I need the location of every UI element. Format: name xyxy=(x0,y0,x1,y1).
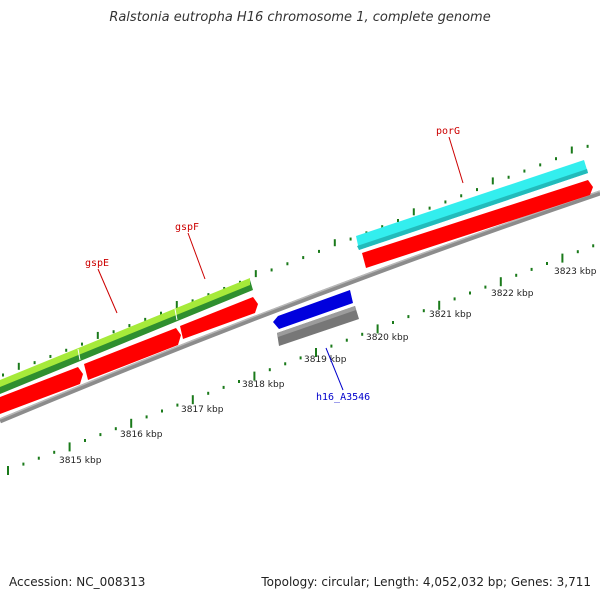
scale-label: 3823 kbp xyxy=(554,267,597,277)
accession-label: Accession: NC_008313 xyxy=(9,575,146,589)
gene-bar-divider xyxy=(174,308,178,321)
scale-label: 3815 kbp xyxy=(59,456,102,466)
cds-arrow-1 xyxy=(0,367,83,414)
gene-label-leader xyxy=(97,268,118,314)
scale-label: 3817 kbp xyxy=(181,405,224,415)
gene-labels: gspE gspF porG h16_A3546 xyxy=(85,126,464,403)
gene-label-porG: porG xyxy=(436,126,460,137)
scale-label: 3818 kbp xyxy=(242,380,285,390)
gene-label-leader xyxy=(448,136,464,184)
gene-label-gspF: gspF xyxy=(175,222,199,233)
map-title: Ralstonia eutropha H16 chromosome 1, com… xyxy=(109,10,491,25)
gene-feature-highlight xyxy=(277,306,356,337)
genome-summary: Topology: circular; Length: 4,052,032 bp… xyxy=(261,575,591,589)
inner-tick-ring xyxy=(7,244,595,475)
scale-label: 3821 kbp xyxy=(429,310,472,320)
gene-bar-divider xyxy=(77,348,81,361)
feature-track xyxy=(0,160,593,414)
gene-label-leader xyxy=(187,232,206,280)
scale-labels: 3815 kbp 3816 kbp 3817 kbp 3818 kbp 3819 kbp… xyxy=(59,267,597,466)
gene-bar-gspE-light xyxy=(0,278,250,387)
backbone xyxy=(0,190,600,424)
backbone-line xyxy=(0,190,600,424)
cds-arrow-3 xyxy=(180,297,258,339)
cds-arrow-h16_A3546 xyxy=(273,290,353,329)
gene-label-gspE: gspE xyxy=(85,258,109,269)
scale-label: 3822 kbp xyxy=(491,289,534,299)
gene-label-leader xyxy=(325,347,344,391)
scale-label: 3819 kbp xyxy=(304,355,347,365)
gene-label-h16_A3546: h16_A3546 xyxy=(316,392,370,403)
gene-bar-porG-shade xyxy=(357,169,588,250)
scale-label: 3820 kbp xyxy=(366,333,409,343)
cds-arrow-2 xyxy=(84,328,181,380)
backbone-highlight xyxy=(0,190,600,420)
outer-tick-ring xyxy=(2,144,589,377)
scale-label: 3816 kbp xyxy=(120,430,163,440)
cds-arrow-porG xyxy=(362,180,593,268)
